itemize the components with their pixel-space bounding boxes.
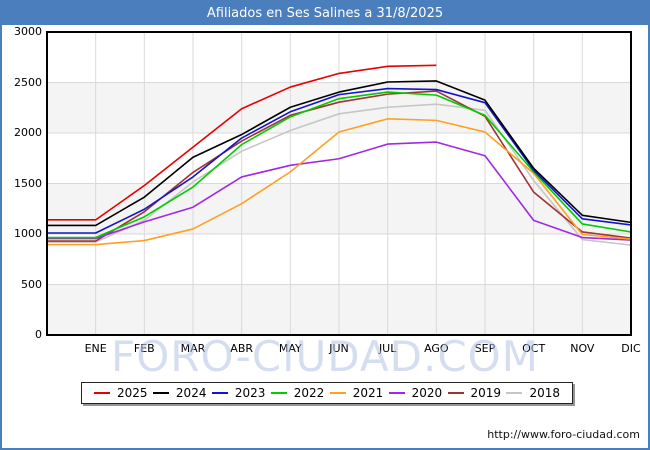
- legend-color-dash: [270, 392, 287, 394]
- legend-color-dash: [447, 392, 464, 394]
- legend-color-dash: [94, 392, 110, 394]
- series-line-2024: [47, 80, 632, 227]
- x-tick-label: JUL: [378, 342, 397, 355]
- series-line-2019: [47, 90, 632, 242]
- legend-color-dash: [388, 392, 405, 394]
- x-tick-label: AGO: [424, 342, 449, 355]
- legend-label: 2019: [470, 386, 502, 400]
- legend-item-2021: 2021: [329, 386, 384, 400]
- footer-website-link[interactable]: http://www.foro-ciudad.com: [487, 428, 640, 441]
- legend-label: 2018: [529, 386, 560, 400]
- legend-label: 2020: [411, 386, 443, 400]
- x-tick-label: DIC: [621, 342, 641, 355]
- y-tick-label: 2500: [14, 75, 42, 89]
- legend-label: 2021: [352, 386, 384, 400]
- legend-color-dash: [329, 392, 346, 394]
- plot-border: [46, 31, 632, 336]
- legend-item-2023: 2023: [211, 386, 266, 400]
- watermark-text: FORO-CIUDAD.COM: [111, 332, 539, 381]
- series-line-2022: [47, 91, 632, 239]
- legend-label: 2024: [175, 386, 207, 400]
- chart-legend: 2025 2024 2023 2022 2021 2020 2019 2018: [81, 382, 573, 404]
- y-tick-label: 2000: [14, 126, 42, 139]
- x-tick-label: ABR: [230, 342, 254, 355]
- x-tick-label: MAY: [278, 342, 302, 355]
- x-tick-label: MAR: [180, 342, 206, 355]
- legend-item-2022: 2022: [270, 386, 325, 400]
- legend-item-2020: 2020: [388, 386, 443, 400]
- x-tick-label: NOV: [570, 342, 595, 355]
- x-tick-label: ENE: [84, 342, 107, 355]
- x-tick-label: FEB: [133, 342, 155, 355]
- series-line-2023: [47, 87, 632, 234]
- legend-color-dash: [506, 392, 523, 394]
- y-tick-label: 3000: [14, 25, 42, 38]
- series-line-2018: [47, 103, 632, 246]
- legend-item-2019: 2019: [447, 386, 502, 400]
- chart-title: Afiliados en Ses Salines a 31/8/2025: [2, 2, 648, 25]
- y-tick-label: 1500: [14, 176, 42, 190]
- y-tick-label: 1000: [14, 227, 42, 240]
- line-chart-plot-area: [46, 31, 632, 336]
- x-tick-label: SEP: [474, 342, 496, 355]
- x-tick-label: OCT: [522, 342, 546, 355]
- series-line-2020: [47, 141, 632, 241]
- series-line-2021: [47, 118, 632, 246]
- legend-item-2018: 2018: [506, 386, 560, 400]
- legend-item-2025: 2025: [94, 386, 148, 400]
- series-line-2025: [47, 64, 437, 221]
- y-tick-label: 0: [35, 328, 42, 341]
- y-tick-label: 500: [21, 277, 42, 291]
- legend-color-dash: [211, 392, 228, 394]
- x-tick-label: JUN: [329, 342, 349, 355]
- legend-color-dash: [152, 392, 169, 394]
- legend-label: 2022: [293, 386, 325, 400]
- legend-label: 2025: [117, 386, 148, 400]
- legend-item-2024: 2024: [152, 386, 207, 400]
- legend-label: 2023: [234, 386, 266, 400]
